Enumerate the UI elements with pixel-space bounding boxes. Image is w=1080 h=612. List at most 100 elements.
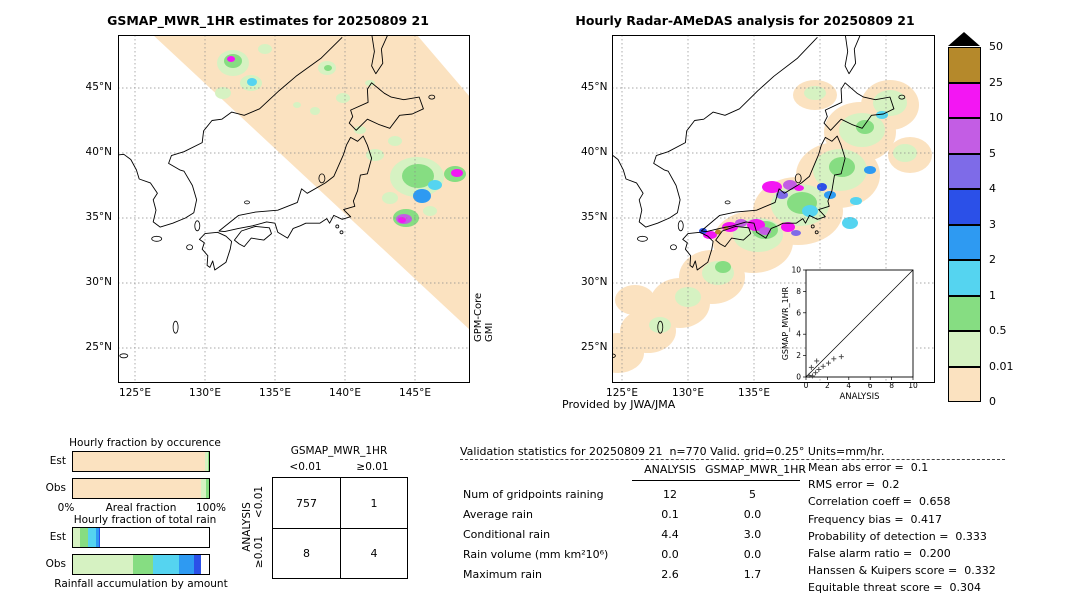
lat-tick-label: 45°N [581,81,608,93]
lat-tick-label: 25°N [581,341,608,353]
colorbar-tick-label: 0.01 [989,359,1014,373]
stat-row-label: Rain volume (mm km²10⁶) [463,547,609,561]
bar-segment [73,479,202,498]
coastline [844,33,862,75]
precip-cell [423,206,437,216]
validation-metrics: Mean abs error = 0.1 RMS error = 0.2 Corre… [808,461,996,599]
contingency-col-label: <0.01 [289,461,322,473]
map-frame [612,35,935,383]
island [794,173,802,184]
inset-y-tick-label: 6 [796,308,801,317]
bar-segment [201,479,207,498]
precip-cell [398,217,406,223]
left-map-title: GSMAP_MWR_1HR estimates for 20250809 21 [107,13,429,28]
spacer [463,463,635,476]
lon-tick-label: 125°E [606,387,638,399]
precip-cell [258,44,272,54]
coastline [371,33,389,75]
lat-tick-label: 45°N [85,81,112,93]
colorbar-segment [948,47,981,83]
lon-tick-label: 145°E [399,387,431,399]
bar-segment [179,555,194,574]
contingency-cell: 8 [273,528,340,578]
right-map-title: Hourly Radar-AMeDAS analysis for 2025080… [575,13,915,28]
contingency-row-axis-label: ANALYSIS [241,502,253,552]
inset-y-tick-label: 2 [796,351,801,360]
contingency-col-label: ≥0.01 [356,461,389,473]
stat-value-gsmap: 3.0 [743,527,762,541]
bar-segment [205,452,208,471]
stat-value-analysis: 0.0 [661,547,679,561]
precip-cell [856,120,874,134]
stats-table-row: Conditional rain 4.4 3.0 [463,524,800,544]
coastline [700,135,846,239]
coastline [103,36,343,228]
precip-cell [247,78,257,86]
bar-segment [87,528,97,547]
colorbar-segment [948,82,981,118]
occurrence-title: Hourly fraction by occurence [69,437,221,449]
precip-cell [829,157,855,177]
x-axis-hundred-label: 100% [195,502,227,514]
bar-segment [100,528,209,547]
stat-value-analysis: 0.1 [661,507,679,521]
colorbar-segment [948,189,981,225]
lat-tick-label: 40°N [85,146,112,158]
precip-cell [873,90,907,116]
colorbar-tick-label: 25 [989,75,1003,89]
precip-cell [804,86,826,100]
row-label-obs: Obs [45,558,66,570]
colorbar-tick-label: 3 [989,217,996,231]
colorbar-segment [948,331,981,367]
coastline [715,225,752,248]
colorbar-segment [948,118,981,154]
row-label-est: Est [49,455,66,467]
precip-cell [388,136,402,146]
stats-table: Num of gridpoints raining 12 5 Average rain… [463,484,800,584]
island [186,244,193,251]
contingency-row-label: <0.01 [253,485,265,519]
stats-table-row: Maximum rain 2.6 1.7 [463,564,800,584]
precip-cell [791,230,801,236]
colorbar-segment [948,224,981,260]
validation-metric: False alarm ratio = 0.200 [808,546,951,560]
island [339,230,344,235]
col-header-analysis: ANALYSIS [644,463,696,476]
lon-tick-label: 135°E [259,387,291,399]
island [194,220,201,232]
precip-cell [864,166,876,174]
x-axis-title: Areal fraction [105,502,177,514]
colorbar-tick-label: 5 [989,146,996,160]
inset-x-tick-label: 8 [889,381,894,390]
precip-cell [365,80,375,86]
coastline [823,82,895,131]
validation-metric: Mean abs error = 0.1 [808,461,929,474]
coastline [682,231,714,271]
inset-x-tick-label: 6 [868,381,873,390]
precip-cell [762,181,782,193]
stats-table-row: Average rain 0.1 0.0 [463,504,800,524]
colorbar-tick-label: 0.5 [989,324,1007,337]
lat-tick-label: 30°N [85,276,112,288]
precip-cell [703,231,717,239]
validation-metric: RMS error = 0.2 [808,478,900,492]
island [428,94,436,100]
precip-cell [451,169,463,177]
stat-value-analysis: 4.4 [661,527,679,541]
bar-segment [194,555,201,574]
island [119,353,129,359]
colorbar: 50 25 10 5 4 3 2 1 0.5 0.01 0 [946,28,1076,420]
inset-y-tick-label: 10 [791,266,801,275]
stat-value-gsmap: 5 [749,487,756,501]
inset-y-tick-label: 4 [796,330,801,339]
stats-header-row: ANALYSIS GSMAP_MWR_1HR [463,463,806,476]
colorbar-tick-label: 1 [989,288,996,302]
precip-cell [794,185,804,191]
stats-table-row: Rain volume (mm km²10⁶) 0.0 0.0 [463,544,800,564]
instrument-name: GMI [484,322,495,342]
precip-cell [215,87,231,99]
stat-value-analysis: 12 [663,487,677,501]
swath-sensor-label: GPM-Core GMI [473,293,495,342]
coastline [233,225,272,248]
coastline [218,135,373,239]
